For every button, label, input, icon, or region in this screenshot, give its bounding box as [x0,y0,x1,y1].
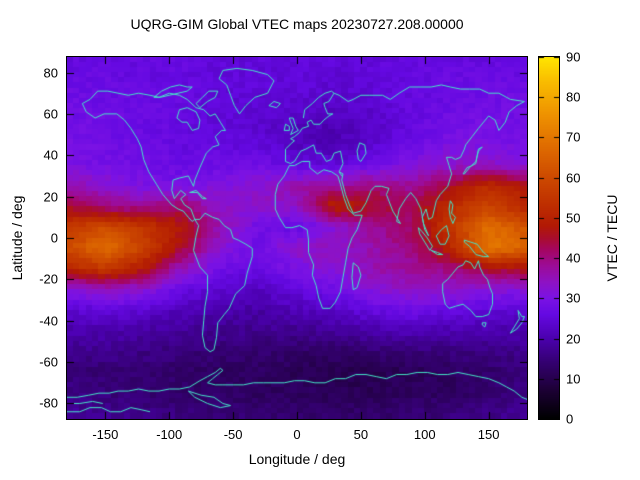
plot-area [66,56,528,420]
x-tick-label: 50 [353,427,369,442]
colorbar-tick-label: 90 [566,49,581,65]
y-tick-label: -60 [39,354,58,370]
chart-title: UQRG-GIM Global VTEC maps 20230727.208.0… [130,16,464,32]
colorbar [538,56,560,420]
colorbar-tick-label: 70 [566,129,581,145]
y-tick-label: -20 [39,271,58,287]
x-tick-label: 100 [413,427,436,442]
colorbar-tick-label: 0 [566,411,574,427]
x-tick-label: -100 [156,427,183,442]
colorbar-tick-label: 40 [566,250,581,266]
heatmap-canvas [67,57,527,419]
colorbar-gradient-canvas [539,57,559,419]
colorbar-tick-label: 50 [566,210,581,226]
x-tick-label: 0 [293,427,301,442]
colorbar-tick-label: 10 [566,371,581,387]
x-tick-label: -150 [92,427,119,442]
y-tick-label: -80 [39,395,58,411]
y-tick-label: 80 [43,65,58,80]
y-tick-label: 0 [50,230,58,246]
y-tick-label: 40 [43,147,58,163]
y-tick-label: 20 [43,189,58,205]
colorbar-tick-label: 30 [566,290,581,306]
colorbar-tick-label: 60 [566,170,581,186]
x-axis-label: Longitude / deg [248,451,346,467]
y-tick-label: -40 [39,313,58,329]
y-tick-label: 60 [43,106,58,122]
colorbar-tick-label: 80 [566,89,581,105]
x-tick-label: 150 [477,427,500,442]
x-tick-label: -50 [223,427,243,442]
colorbar-tick-label: 20 [566,331,581,347]
colorbar-label: VTEC / TECU [604,194,620,282]
